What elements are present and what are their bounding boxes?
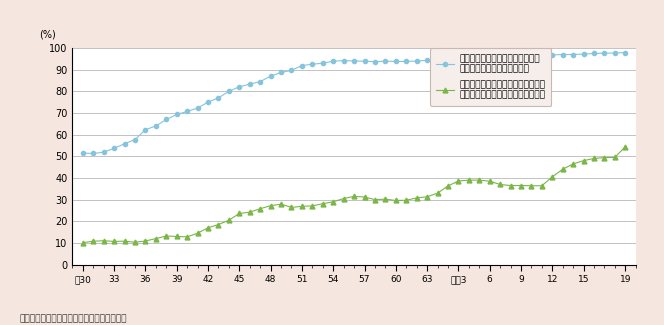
大学（学部）・短期大学（本科）へ
の進学率（過年度高卒者等を含む） xyxy=(622,145,629,149)
高等学校への進学率（通信制課程
（本科）への進学者を除く） xyxy=(79,151,87,155)
大学（学部）・短期大学（本科）へ
の進学率（過年度高卒者等を含む） xyxy=(558,167,566,171)
Text: (%): (%) xyxy=(39,29,55,39)
Legend: 高等学校への進学率（通信制課程
（本科）への進学者を除く）, 大学（学部）・短期大学（本科）へ
の進学率（過年度高卒者等を含む）: 高等学校への進学率（通信制課程 （本科）への進学者を除く）, 大学（学部）・短期… xyxy=(430,48,551,106)
高等学校への進学率（通信制課程
（本科）への進学者を除く） xyxy=(434,57,442,61)
大学（学部）・短期大学（本科）へ
の進学率（過年度高卒者等を含む） xyxy=(402,198,410,202)
高等学校への進学率（通信制課程
（本科）への進学者を除く） xyxy=(413,59,421,63)
高等学校への進学率（通信制課程
（本科）への進学者を除く） xyxy=(235,85,243,89)
大学（学部）・短期大学（本科）へ
の進学率（過年度高卒者等を含む） xyxy=(225,218,233,222)
大学（学部）・短期大学（本科）へ
の進学率（過年度高卒者等を含む） xyxy=(79,241,87,245)
大学（学部）・短期大学（本科）へ
の進学率（過年度高卒者等を含む） xyxy=(423,195,431,199)
高等学校への進学率（通信制課程
（本科）への進学者を除く） xyxy=(402,59,410,63)
高等学校への進学率（通信制課程
（本科）への進学者を除く） xyxy=(507,54,515,58)
Text: 資料：文部科学省「学校基本調査」より作成: 資料：文部科学省「学校基本調査」より作成 xyxy=(20,315,127,324)
大学（学部）・短期大学（本科）へ
の進学率（過年度高卒者等を含む） xyxy=(496,183,504,187)
Line: 大学（学部）・短期大学（本科）へ
の進学率（過年度高卒者等を含む）: 大学（学部）・短期大学（本科）へ の進学率（過年度高卒者等を含む） xyxy=(80,144,627,245)
Line: 高等学校への進学率（通信制課程
（本科）への進学者を除く）: 高等学校への進学率（通信制課程 （本科）への進学者を除く） xyxy=(81,50,627,156)
大学（学部）・短期大学（本科）へ
の進学率（過年度高卒者等を含む） xyxy=(392,199,400,202)
高等学校への進学率（通信制課程
（本科）への進学者を除く） xyxy=(569,53,577,57)
高等学校への進学率（通信制課程
（本科）への進学者を除く） xyxy=(622,51,629,55)
高等学校への進学率（通信制課程
（本科）への進学者を除く） xyxy=(90,151,98,155)
